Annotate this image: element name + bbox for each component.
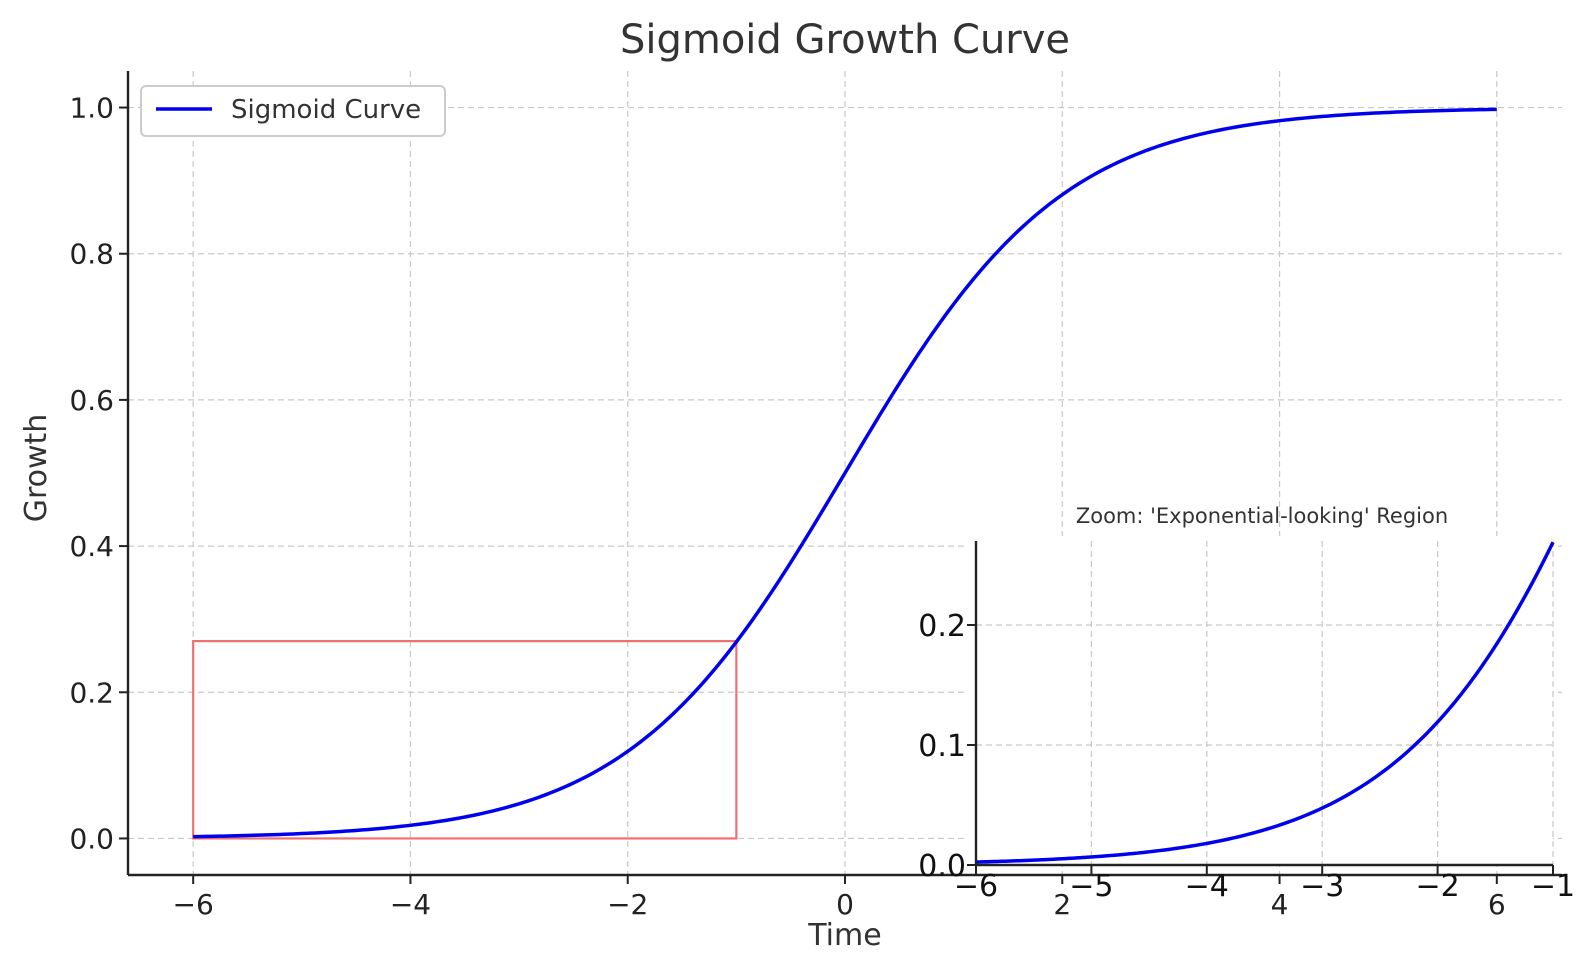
legend: Sigmoid Curve xyxy=(140,85,446,137)
sigmoid-curve-line xyxy=(193,107,1497,839)
inset-series-group xyxy=(975,541,1555,864)
x-tick-label-1: −4 xyxy=(390,888,431,921)
y-tick-label-4: 0.8 xyxy=(69,238,114,271)
inset-x-tick-label-3: −3 xyxy=(1300,869,1344,904)
inset-tick-labels: −6 −5 −4 −3 −2 −1 0.0 0.1 0.2 xyxy=(918,609,1575,904)
inset-axes xyxy=(967,541,1554,874)
y-tick-label-0: 0.0 xyxy=(69,822,114,855)
inset-background xyxy=(968,536,1553,865)
main-axes xyxy=(119,71,1562,884)
inset-y-tick-label-1: 0.1 xyxy=(918,729,966,764)
x-tick-label-5: 4 xyxy=(1271,888,1289,921)
y-tick-label-3: 0.6 xyxy=(69,384,114,417)
inset-y-tick-label-0: 0.0 xyxy=(918,849,966,884)
x-axis-label: Time xyxy=(807,918,881,953)
highlight-box xyxy=(192,640,738,840)
y-tick-label-2: 0.4 xyxy=(69,530,114,563)
inset-y-tick-label-2: 0.2 xyxy=(918,609,966,644)
inset-x-tick-label-2: −4 xyxy=(1185,869,1229,904)
main-series-group xyxy=(193,107,1497,839)
main-tick-labels: −6 −4 −2 0 2 4 6 0.0 0.2 0.4 0.6 0.8 1.0 xyxy=(69,92,1505,921)
chart-title: Sigmoid Growth Curve xyxy=(620,17,1070,63)
x-tick-label-4: 2 xyxy=(1053,888,1071,921)
inset-x-tick-label-4: −2 xyxy=(1415,869,1459,904)
x-tick-label-0: −6 xyxy=(173,888,214,921)
y-tick-label-5: 1.0 xyxy=(69,92,114,125)
inset-x-tick-label-1: −5 xyxy=(1069,869,1113,904)
inset-x-tick-label-0: −6 xyxy=(954,869,998,904)
x-tick-label-6: 6 xyxy=(1488,888,1506,921)
legend-label: Sigmoid Curve xyxy=(231,95,421,125)
x-tick-label-3: 0 xyxy=(836,888,854,921)
inset-sigmoid-curve-line xyxy=(975,541,1555,864)
highlight-box-group xyxy=(192,640,738,840)
x-tick-label-2: −2 xyxy=(607,888,648,921)
y-tick-label-1: 0.2 xyxy=(69,676,114,709)
y-axis-label: Growth xyxy=(19,414,54,523)
inset-title: Zoom: 'Exponential-looking' Region xyxy=(1076,504,1448,528)
inset-x-tick-label-5: −1 xyxy=(1531,869,1575,904)
legend-frame xyxy=(140,85,446,137)
inset-chart: −6 −5 −4 −3 −2 −1 0.0 0.1 0.2 Zoom: 'Exponential… xyxy=(918,504,1575,904)
